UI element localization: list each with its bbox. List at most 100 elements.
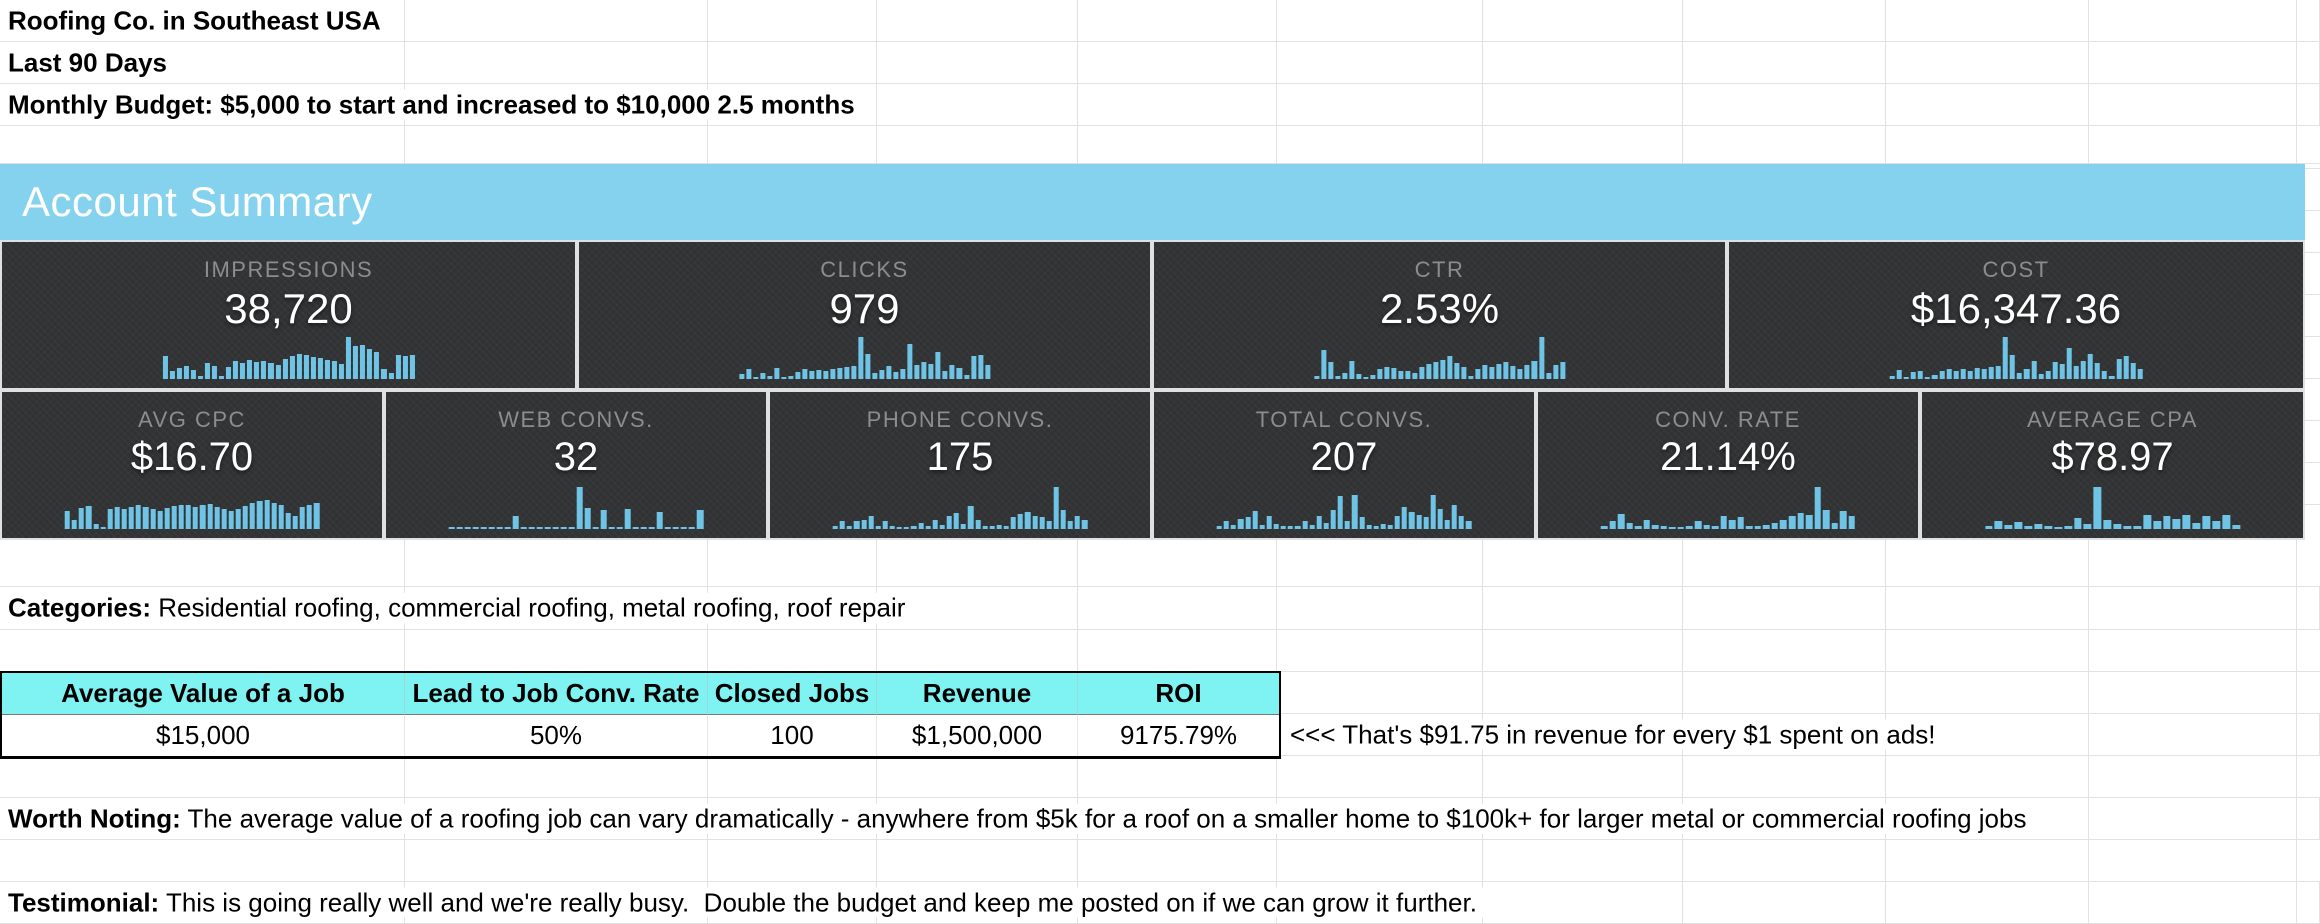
date-range[interactable]: Last 90 Days: [8, 47, 177, 78]
roi-value-lead-to-job-conv-rate[interactable]: 50%: [405, 714, 708, 756]
metric-card-cost: COST $16,347.36: [1727, 240, 2305, 390]
sparkline-bar: [875, 526, 881, 529]
sparkline-bar: [374, 352, 380, 379]
roi-header-revenue[interactable]: Revenue: [877, 673, 1078, 715]
sparkline-bar: [235, 509, 241, 529]
roi-value-revenue[interactable]: $1,500,000: [877, 714, 1078, 756]
roi-value-average-value-of-a-job[interactable]: $15,000: [2, 714, 405, 756]
sheet-cell: [1483, 587, 1683, 629]
sheet-cell: [2297, 840, 2320, 881]
sheet-cell: [2297, 714, 2320, 755]
roi-header-closed-jobs[interactable]: Closed Jobs: [708, 673, 877, 715]
sparkline-bar: [1401, 507, 1408, 529]
sheet-cell: [1886, 587, 2089, 629]
sheet-cell: [1886, 630, 2089, 671]
sheet-cell: [1277, 0, 1483, 41]
budget-note[interactable]: Monthly Budget: $5,000 to start and incr…: [8, 89, 865, 120]
sparkline-bar: [1344, 521, 1351, 529]
sparkline-bar: [2031, 361, 2037, 379]
metric-label: AVERAGE CPA: [2027, 407, 2198, 432]
roi-header-roi[interactable]: ROI: [1078, 673, 1279, 715]
worth-noting-text[interactable]: Worth Noting: The average value of a roo…: [8, 803, 2037, 834]
sparkline-bar: [1440, 360, 1446, 379]
metric-card-average-cpa: AVERAGE CPA $78.97: [1920, 390, 2305, 540]
sparkline-bar: [1686, 526, 1693, 529]
sparkline-bar: [2034, 524, 2043, 529]
sheet-cell: [1078, 587, 1277, 629]
sparkline-bar: [759, 373, 766, 379]
metric-sparkline: [1313, 335, 1566, 379]
metric-sparkline: [64, 485, 320, 529]
gridline-strip: [2305, 164, 2320, 540]
sparkline-bar: [1252, 511, 1258, 529]
sheet-cell: [2089, 126, 2297, 163]
sheet-cell: [1483, 540, 1683, 586]
roi-header-lead-to-job-conv-rate[interactable]: Lead to Job Conv. Rate: [405, 673, 708, 715]
sheet-row: [0, 630, 2320, 672]
company-title[interactable]: Roofing Co. in Southeast USA: [8, 5, 391, 36]
metric-value: 38,720: [224, 285, 353, 332]
sparkline-bar: [1903, 377, 1909, 379]
sheet-cell: [1886, 756, 2089, 797]
sparkline-bar: [1412, 373, 1418, 379]
testimonial-text[interactable]: Testimonial: This is going really well a…: [8, 887, 1487, 918]
sparkline-bar: [488, 527, 495, 529]
sparkline-bar: [367, 349, 373, 379]
sheet-cell: [1886, 882, 2089, 923]
sparkline-bar: [1889, 376, 1895, 379]
sheet-cell: [2297, 126, 2320, 163]
sparkline-bar: [953, 513, 959, 529]
sparkline-bar: [2017, 373, 2023, 379]
sparkline-bar: [249, 503, 256, 529]
sparkline-bar: [480, 527, 487, 529]
roi-note[interactable]: <<< That's $91.75 in revenue for every $…: [1290, 719, 1946, 750]
sheet-cell: [1078, 540, 1277, 586]
sparkline-bar: [657, 512, 664, 529]
sparkline-bar: [143, 507, 149, 529]
sparkline-bar: [264, 500, 270, 529]
sheet-cell: [2089, 84, 2297, 125]
sparkline-bar: [409, 355, 415, 379]
sparkline-bar: [247, 360, 253, 379]
sparkline-bar: [2162, 516, 2171, 529]
sparkline-bar: [2202, 516, 2211, 529]
metric-label: COST: [1982, 257, 2050, 282]
sheet-cell: [1277, 587, 1483, 629]
roi-value-closed-jobs[interactable]: 100: [708, 714, 877, 756]
sparkline-bar: [745, 369, 751, 379]
sparkline-bar: [285, 513, 291, 529]
sheet-cell: [877, 126, 1078, 163]
sparkline-bar: [996, 525, 1002, 529]
sparkline-bar: [886, 366, 892, 379]
sheet-cell: [1683, 630, 1886, 671]
sparkline-bar: [592, 527, 599, 529]
roi-header-average-value-of-a-job[interactable]: Average Value of a Job: [2, 673, 405, 715]
metric-value: 21.14%: [1660, 435, 1796, 479]
sparkline-bar: [2137, 369, 2143, 379]
sparkline-bar: [2045, 371, 2051, 379]
sheet-cell: [0, 42, 405, 83]
sheet-cell: [2089, 882, 2297, 923]
sparkline-bar: [71, 520, 77, 529]
sparkline-bar: [2123, 356, 2129, 379]
sparkline-bar: [1356, 374, 1362, 379]
metric-value: 175: [926, 435, 994, 479]
sparkline-bar: [1423, 517, 1429, 529]
sheet-cell: [1683, 756, 1886, 797]
sheet-row: [0, 756, 2320, 798]
sparkline-bar: [1559, 362, 1566, 379]
sheet-cell: [1683, 0, 1886, 41]
roi-value-roi[interactable]: 9175.79%: [1119, 719, 1238, 750]
sparkline-bar: [1677, 527, 1685, 529]
metric-sparkline: [1216, 485, 1472, 529]
sheet-cell: [1078, 126, 1277, 163]
sparkline-bar: [949, 365, 955, 379]
sparkline-bar: [673, 527, 680, 529]
sparkline-bar: [601, 510, 608, 529]
sheet-row: [0, 126, 2320, 164]
sheet-cell: [0, 540, 405, 586]
sparkline-bar: [2182, 515, 2191, 529]
sparkline-bar: [1060, 510, 1066, 529]
sparkline-bar: [837, 368, 843, 379]
categories-text[interactable]: Categories: Residential roofing, commerc…: [8, 592, 916, 624]
